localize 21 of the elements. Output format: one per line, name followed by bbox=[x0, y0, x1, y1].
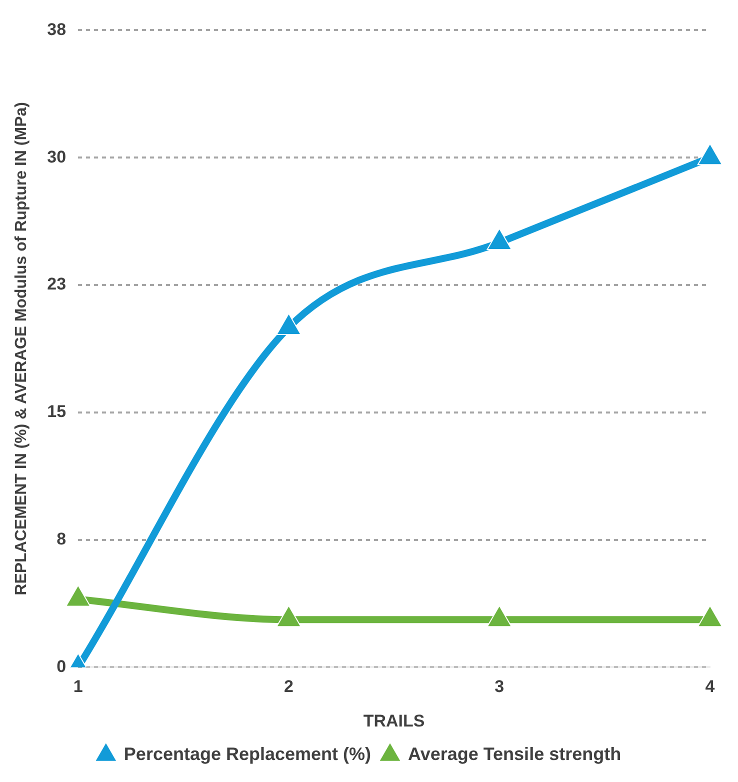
y-tick-label: 0 bbox=[56, 656, 66, 676]
legend-label: Percentage Replacement (%) bbox=[124, 744, 372, 764]
x-axis-title: TRAILS bbox=[363, 711, 425, 730]
y-axis-title: REPLACEMENT IN (%) & AVERAGE Modulus of Rupture IN (MPa) bbox=[13, 102, 30, 596]
x-tick-label: 3 bbox=[494, 677, 504, 696]
y-tick-label: 38 bbox=[47, 20, 66, 39]
point bbox=[276, 312, 302, 335]
point bbox=[697, 143, 723, 166]
legend-label: Average Tensile strength bbox=[408, 744, 622, 764]
point bbox=[697, 605, 723, 628]
y-tick-label: 15 bbox=[47, 402, 66, 422]
point bbox=[65, 584, 91, 607]
y-tick-label: 8 bbox=[56, 529, 66, 548]
x-tick-label: 4 bbox=[705, 677, 716, 696]
y-tick-label: 23 bbox=[47, 274, 66, 294]
x-tick-label: 1 bbox=[73, 677, 83, 696]
point bbox=[486, 228, 512, 250]
x-tick-label: 2 bbox=[284, 677, 294, 696]
point bbox=[276, 605, 302, 628]
point bbox=[486, 605, 512, 628]
y-tick-label: 30 bbox=[47, 147, 66, 166]
